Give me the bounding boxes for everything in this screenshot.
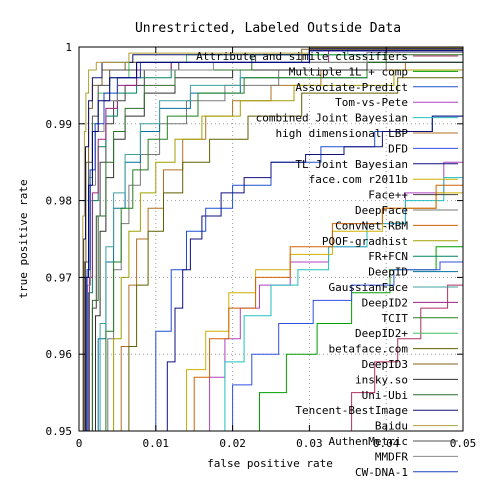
legend-label: DeepFace (355, 204, 408, 217)
legend-label: Attribute and simile classifiers (196, 50, 408, 63)
y-tick-label: 1 (65, 41, 72, 54)
series-line-8 (163, 115, 463, 432)
series-line-12 (186, 184, 463, 432)
x-tick-label: 0 (76, 437, 83, 450)
y-tick-label: 0.98 (46, 195, 73, 208)
legend-label: Baidu (375, 420, 408, 433)
legend-label: Multiple 1L + comp (289, 65, 408, 78)
legend-label: DeepID (368, 266, 408, 279)
series-line-23 (90, 54, 463, 432)
series-line-18 (102, 61, 463, 432)
legend-label: Associate-Predict (295, 81, 408, 94)
legend-label: betaface.com (329, 343, 409, 356)
series-line-25 (82, 47, 463, 432)
legend-label: insky.so (355, 373, 408, 386)
legend-label: POOF-gradhist (322, 235, 408, 248)
x-tick-label: 0.03 (296, 437, 323, 450)
legend-label: TCIT (382, 312, 409, 325)
series-line-24 (82, 48, 463, 432)
y-tick-label: 0.97 (46, 271, 73, 284)
y-tick-label: 0.95 (46, 425, 73, 438)
series-line-29 (85, 50, 463, 432)
series-line-16 (98, 61, 463, 432)
series-group (82, 47, 463, 432)
series-line-5 (217, 177, 463, 432)
series-line-20 (125, 77, 463, 432)
x-tick-label: 0.01 (143, 437, 170, 450)
legend-label: Face++ (368, 189, 408, 202)
y-axis-label: true positive rate (17, 179, 30, 298)
legend: Attribute and simile classifiers Multiple… (196, 50, 458, 479)
x-tick-label: 0.02 (219, 437, 246, 450)
legend-label: AuthenMetric (329, 435, 408, 448)
legend-label: MMDFR (375, 450, 408, 463)
series-line-13 (109, 69, 463, 432)
axis-ticks: 0 0.01 0.02 0.03 0.04 0.05 0.95 0.96 0.97 0.98 0.9… (46, 41, 477, 450)
y-tick-label: 0.96 (46, 348, 73, 361)
legend-label: CW-DNA-1 (355, 466, 408, 479)
legend-label: DeepID2+ (355, 327, 408, 340)
legend-label: combined Joint Bayesian (256, 112, 408, 125)
plot-frame (78, 46, 464, 432)
legend-label: ConvNet-RBM (335, 219, 408, 232)
legend-label: DFD (388, 142, 408, 155)
legend-label: Uni-Ubi (362, 389, 408, 402)
legend-label: GaussianFace (329, 281, 408, 294)
x-tick-label: 0.04 (373, 437, 400, 450)
x-tick-label: 0.05 (450, 437, 477, 450)
legend-label: FR+FCN (368, 250, 408, 263)
legend-label: high dimensional LBP (276, 127, 409, 140)
legend-label: DeepID3 (362, 358, 408, 371)
legend-label: Tencent-BestImage (295, 404, 408, 417)
y-tick-label: 0.99 (46, 118, 73, 131)
legend-label: face.com r2011b (309, 173, 408, 186)
legend-label: TL Joint Bayesian (295, 158, 408, 171)
series-line-3 (148, 115, 463, 432)
series-line-1 (340, 284, 463, 432)
legend-label: DeepID2 (362, 296, 408, 309)
chart-title: Unrestricted, Labeled Outside Data (135, 21, 401, 36)
series-line-7 (224, 261, 463, 432)
x-axis-label: false positive rate (207, 457, 333, 470)
legend-label: Tom-vs-Pete (335, 96, 408, 109)
